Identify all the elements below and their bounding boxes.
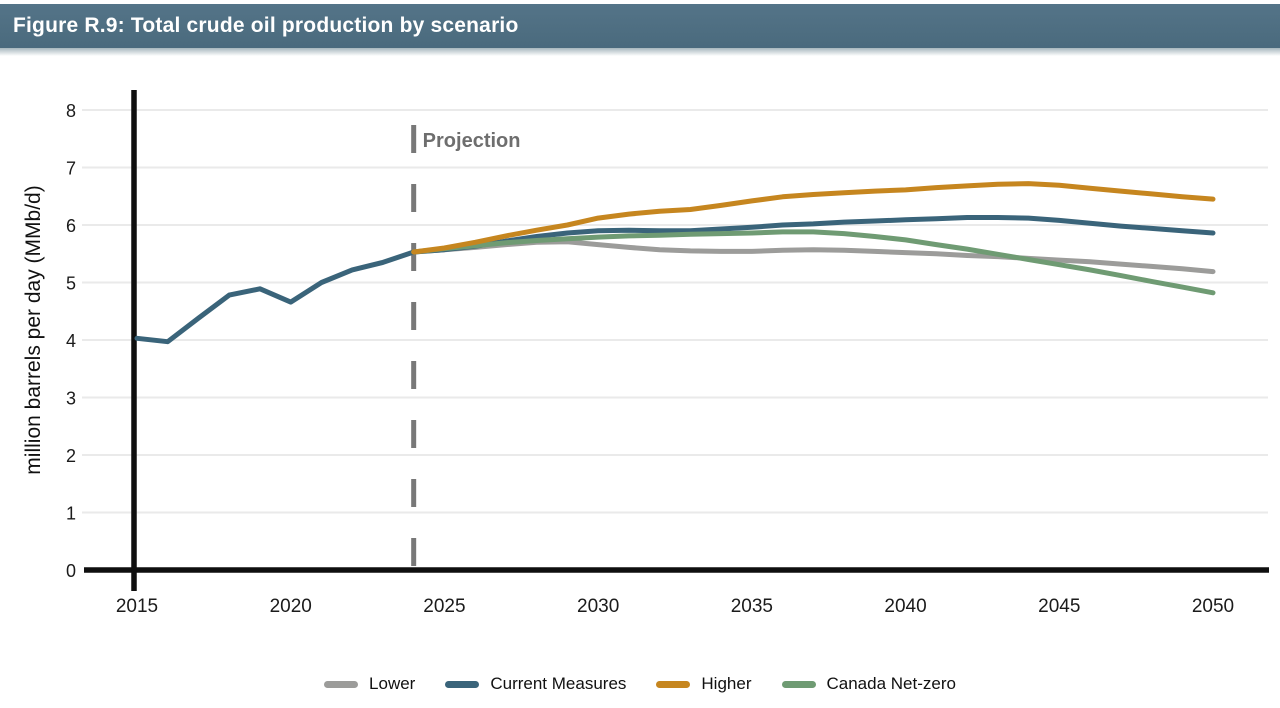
x-tick-label-2015: 2015 [116, 596, 158, 617]
y-tick-label-2: 2 [66, 446, 76, 466]
chart-legend: Lower Current Measures Higher Canada Net… [0, 674, 1280, 694]
legend-label-lower: Lower [369, 674, 416, 693]
legend-item-current-measures: Current Measures [445, 674, 626, 694]
legend-item-canada-net-zero: Canada Net-zero [781, 674, 956, 694]
projection-label: Projection [423, 130, 521, 152]
series-line-lower [411, 239, 1216, 275]
x-tick-label-2020: 2020 [270, 596, 312, 617]
y-tick-label-1: 1 [66, 504, 76, 524]
y-tick-label-3: 3 [66, 389, 76, 409]
legend-label-canada-net-zero: Canada Net-zero [826, 674, 956, 693]
y-axis-title: million barrels per day (MMb/d) [22, 185, 45, 474]
legend-label-current-measures: Current Measures [490, 674, 627, 693]
y-tick-label-0: 0 [66, 561, 76, 581]
series-line-higher [411, 181, 1216, 255]
x-tick-label-2030: 2030 [577, 596, 619, 617]
x-tick-label-2040: 2040 [884, 596, 926, 617]
y-tick-label-5: 5 [66, 274, 76, 294]
y-tick-label-7: 7 [66, 159, 76, 179]
legend-item-higher: Higher [656, 674, 752, 694]
current-measures-series-swatch-icon [445, 680, 480, 688]
series-line-current-measures [411, 215, 1216, 255]
chart-area: 0 1 2 3 4 5 6 7 8 2015 2020 2025 2030 2035 2040 2045 205… [0, 55, 1280, 675]
title-bar-shadow [0, 48, 1280, 56]
line-chart-svg: 0 1 2 3 4 5 6 7 8 2015 2020 2025 2030 2035 2040 2045 205… [22, 90, 1269, 617]
series-line-canada-net-zero [411, 229, 1216, 296]
x-tick-label-2035: 2035 [731, 596, 773, 617]
figure-title: Figure R.9: Total crude oil production b… [13, 14, 519, 37]
canada-net-zero-series-swatch-icon [781, 680, 816, 688]
legend-label-higher: Higher [701, 674, 752, 693]
lower-series-swatch-icon [324, 680, 359, 688]
y-tick-label-8: 8 [66, 101, 76, 121]
higher-series-swatch-icon [656, 680, 691, 688]
x-tick-label-2025: 2025 [423, 596, 465, 617]
x-tick-label-2050: 2050 [1192, 596, 1234, 617]
figure-title-bar: Figure R.9: Total crude oil production b… [0, 4, 1280, 48]
legend-item-lower: Lower [324, 674, 415, 694]
y-tick-label-4: 4 [66, 331, 76, 351]
x-tick-label-2045: 2045 [1038, 596, 1080, 617]
y-tick-label-6: 6 [66, 216, 76, 236]
series-line-historical [134, 249, 417, 345]
